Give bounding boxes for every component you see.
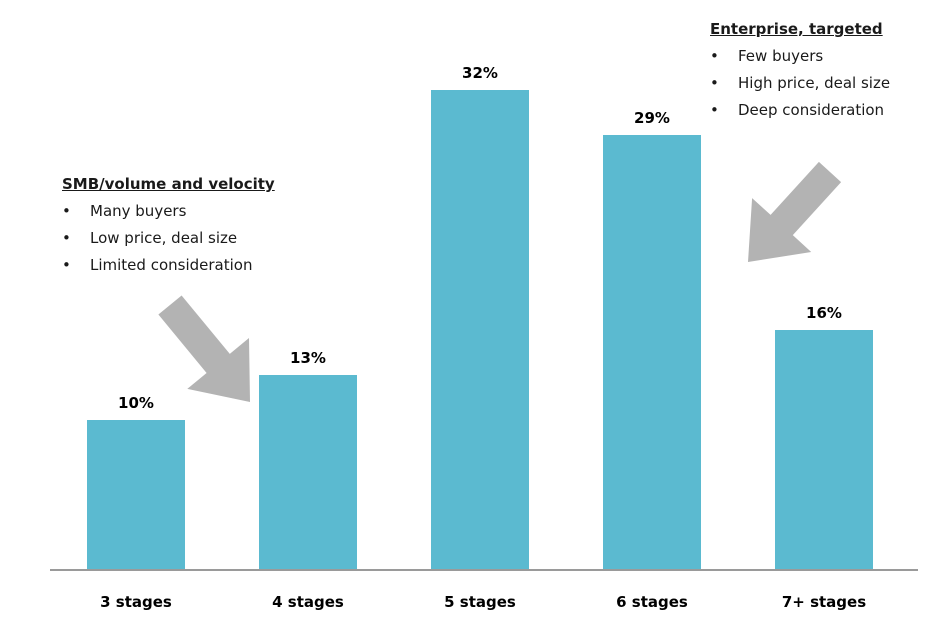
labels-group: 10% 3 stages 13% 4 stages 32% 5 stages 29% 6 st… (100, 64, 866, 611)
callout-arrows (158, 161, 842, 402)
smb-callout-list: • Many buyers • Low price, deal size • Limi… (62, 198, 275, 279)
x-tick-label: 7+ stages (782, 593, 866, 611)
enterprise-callout-item: • Deep consideration (710, 97, 890, 124)
bullet-icon: • (62, 229, 71, 247)
smb-callout: SMB/volume and velocity • Many buyers • Lo… (62, 171, 275, 279)
enterprise-item-label: High price, deal size (738, 74, 891, 92)
bullet-icon: • (62, 256, 71, 274)
bullet-icon: • (62, 202, 71, 220)
enterprise-item-label: Few buyers (738, 47, 824, 65)
bar-5-stages (431, 90, 529, 570)
bar-3-stages (87, 420, 185, 570)
data-label: 32% (462, 64, 498, 82)
bars-group (87, 90, 873, 570)
enterprise-callout-list: • Few buyers • High price, deal size • Deep… (710, 43, 890, 124)
smb-callout-item: • Many buyers (62, 198, 275, 225)
smb-arrow-icon (158, 295, 250, 402)
enterprise-callout-item: • Few buyers (710, 43, 890, 70)
x-tick-label: 5 stages (444, 593, 516, 611)
enterprise-item-label: Deep consideration (738, 101, 885, 119)
enterprise-arrow-icon (748, 161, 842, 262)
data-label: 13% (290, 349, 326, 367)
bar-6-stages (603, 135, 701, 570)
smb-callout-item: • Low price, deal size (62, 225, 275, 252)
enterprise-callout: Enterprise, targeted • Few buyers • High p… (710, 16, 890, 124)
bar-7-stages (775, 330, 873, 570)
smb-item-label: Low price, deal size (90, 229, 238, 247)
data-label: 29% (634, 109, 670, 127)
smb-callout-item: • Limited consideration (62, 252, 275, 279)
smb-item-label: Limited consideration (90, 256, 253, 274)
smb-item-label: Many buyers (90, 202, 187, 220)
bar-4-stages (259, 375, 357, 570)
x-tick-label: 3 stages (100, 593, 172, 611)
enterprise-callout-title: Enterprise, targeted (710, 20, 883, 38)
data-label: 16% (806, 304, 842, 322)
smb-callout-title: SMB/volume and velocity (62, 175, 275, 193)
data-label: 10% (118, 394, 154, 412)
bullet-icon: • (710, 74, 719, 92)
x-tick-label: 4 stages (272, 593, 344, 611)
bullet-icon: • (710, 101, 719, 119)
enterprise-callout-item: • High price, deal size (710, 70, 890, 97)
x-tick-label: 6 stages (616, 593, 688, 611)
bullet-icon: • (710, 47, 719, 65)
